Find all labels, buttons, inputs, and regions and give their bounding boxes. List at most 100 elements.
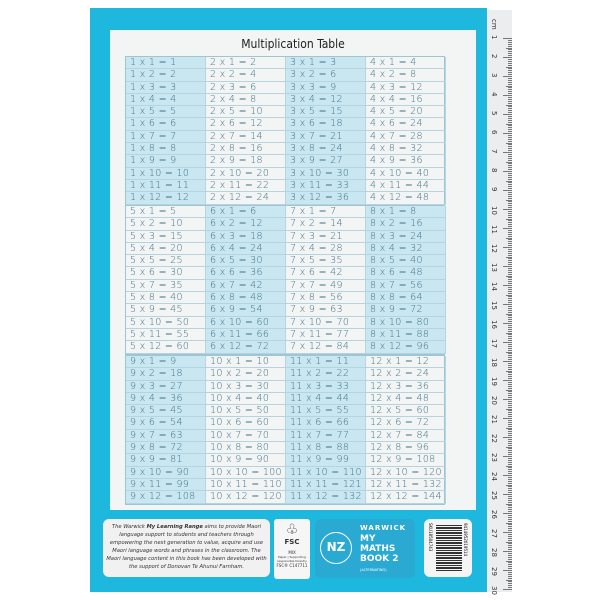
ruler-tick [508,524,512,526]
ruler-tick [503,285,512,286]
table-cell: 3 x 11 = 33 [286,179,366,193]
ruler-tick [503,475,512,476]
table-cell: 8 x 8 = 64 [366,292,446,305]
table-cell: 7 x 3 = 21 [286,230,366,243]
ruler-tick [508,562,512,564]
ruler-label: 22 [490,434,498,443]
ruler-tick [508,91,512,93]
ruler-tick [503,114,512,115]
table-cell: 11 x 5 = 55 [286,405,366,418]
ruler-tick [508,273,512,275]
table-cell: 6 x 8 = 48 [206,292,286,305]
ruler-tick [508,250,512,252]
ruler-tick [503,399,512,400]
ruler-tick [506,104,512,106]
table-cell: 1 x 8 = 8 [126,143,206,156]
ruler-tick [508,115,512,117]
table-cell: 12 x 12 = 144 [366,491,446,504]
table-cell: 10 x 9 = 90 [206,454,286,467]
ruler-tick [508,435,512,437]
table-cell: 11 x 11 = 121 [286,478,366,492]
table-cell: 4 x 2 = 8 [366,69,446,82]
table-cell: 12 x 3 = 36 [366,380,446,393]
sku-label: SKU18504743 [428,523,433,552]
table-cell: 9 x 12 = 108 [126,491,206,504]
table-cell: 10 x 3 = 30 [206,380,286,393]
ruler-tick [508,328,512,330]
table-cell: 4 x 11 = 44 [366,179,446,193]
ruler-tick [508,404,512,406]
table-cell: 8 x 7 = 56 [366,279,446,293]
ruler-tick [508,395,512,397]
ruler-tick [508,98,512,100]
ruler-tick [508,419,512,421]
ruler-tick [508,235,512,237]
table-cell: 2 x 1 = 2 [206,57,286,70]
ruler-tick [508,372,512,374]
ruler-tick [508,364,512,366]
table-cell: 3 x 3 = 9 [286,81,366,94]
table-cell: 12 x 9 = 108 [366,454,446,467]
table-cell: 11 x 4 = 44 [286,392,366,406]
ruler-tick [508,338,512,340]
ruler-tick [508,311,512,313]
ruler-label: 1 [490,35,498,40]
table-cell: 8 x 6 = 48 [366,267,446,280]
ruler-tick [508,302,512,304]
ruler-tick [508,416,512,418]
ruler-tick [508,121,512,123]
ruler-label: 9 [490,187,498,192]
table-cell: 6 x 6 = 36 [206,267,286,280]
ruler-tick [508,575,512,577]
table-cell: 4 x 9 = 36 [366,155,446,168]
ruler-tick [508,355,512,357]
table-cell: 3 x 7 = 21 [286,130,366,144]
ruler-tick [508,374,512,376]
ruler-tick [508,157,512,159]
ruler-tick [508,347,512,349]
ruler-tick [503,323,512,324]
ruler-tick [508,511,512,513]
ruler-tick [506,142,512,144]
ruler-tick [508,58,512,60]
table-cell: 6 x 4 = 24 [206,242,286,256]
table-cell: 5 x 1 = 5 [126,206,206,219]
brand-line2: MATHS [360,544,396,554]
ruler-tick [508,495,512,497]
fsc-code: FSC® C147711 [276,563,308,568]
ruler-tick [508,148,512,150]
ruler-label: 4 [490,92,498,97]
ruler-tick [508,165,512,167]
table-cell: 9 x 7 = 63 [126,429,206,443]
table-cell: 12 x 4 = 48 [366,392,446,406]
ruler-tick [508,83,512,85]
ruler-tick [508,197,512,199]
ruler-tick [508,568,512,570]
ruler-tick [508,319,512,321]
ruler-tick [508,134,512,136]
ruler-tick [508,167,512,169]
ruler-tick [508,469,512,471]
barcode: SKU18504743 9414952019514 [424,519,472,577]
ruler-tick [508,528,512,530]
ruler-tick [508,425,512,427]
table-cell: 7 x 4 = 28 [286,242,366,256]
ruler-tick [508,49,512,51]
ruler-tick [503,532,512,533]
ruler-tick [508,315,512,317]
table-cell: 4 x 7 = 28 [366,130,446,144]
ruler-tick [508,385,512,387]
ruler-label: 21 [490,415,498,424]
blurb-pre: The Warwick [111,524,147,530]
table-cell: 10 x 5 = 50 [206,405,286,418]
table-cell: 3 x 9 = 27 [286,155,366,168]
ruler-tick [508,290,512,292]
table-cell: 3 x 5 = 15 [286,106,366,119]
ruler-tick [508,129,512,131]
table-cell: 12 x 7 = 84 [366,429,446,443]
table-block: 9 x 1 = 9 10 x 1 = 10 11 x 1 = 11 12 x 1 = … [125,355,446,505]
ruler-tick [508,410,512,412]
ruler-tick [508,321,512,323]
ruler-tick [503,456,512,457]
ruler-tick [508,70,512,72]
